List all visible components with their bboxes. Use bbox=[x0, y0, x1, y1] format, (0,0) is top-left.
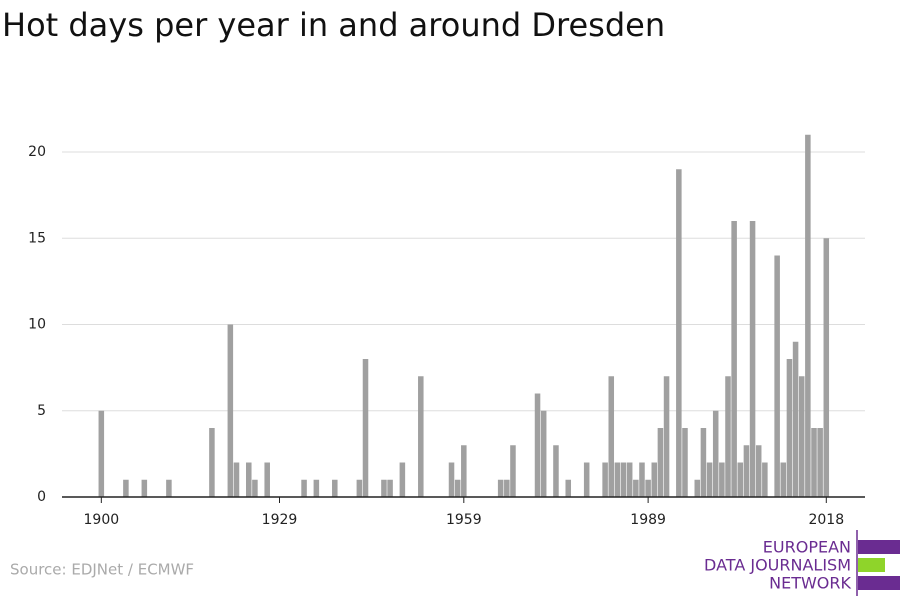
bar bbox=[461, 445, 467, 497]
logo-bar bbox=[858, 558, 885, 572]
bar bbox=[301, 479, 307, 497]
bar bbox=[565, 479, 572, 497]
bar bbox=[780, 462, 787, 497]
logo-text: NETWORK bbox=[769, 574, 851, 593]
bar bbox=[792, 341, 799, 497]
x-tick-label: 1900 bbox=[84, 512, 120, 528]
bar bbox=[504, 479, 510, 497]
logo-bar bbox=[858, 540, 900, 554]
bar bbox=[448, 462, 455, 497]
bar bbox=[313, 479, 320, 497]
bar bbox=[645, 479, 651, 497]
bar bbox=[227, 324, 234, 497]
bar bbox=[712, 410, 719, 497]
x-tick-label: 1929 bbox=[262, 512, 298, 528]
logo-text: EUROPEAN bbox=[763, 538, 851, 557]
bar bbox=[823, 238, 830, 497]
bar bbox=[774, 255, 780, 497]
bar bbox=[233, 462, 240, 497]
bar bbox=[252, 479, 258, 497]
bar bbox=[497, 479, 504, 497]
bar bbox=[798, 376, 805, 497]
bar bbox=[639, 462, 645, 497]
logo-bar bbox=[858, 576, 900, 590]
bar bbox=[608, 376, 615, 497]
bar bbox=[583, 462, 590, 497]
y-tick-label: 5 bbox=[37, 403, 46, 419]
bar bbox=[657, 428, 664, 497]
bar bbox=[399, 462, 406, 497]
bar bbox=[614, 462, 621, 497]
bar bbox=[418, 376, 424, 497]
bar bbox=[663, 376, 670, 497]
bar bbox=[700, 428, 707, 497]
bar bbox=[209, 428, 215, 497]
bar bbox=[676, 169, 682, 497]
bar bbox=[811, 428, 817, 497]
bar bbox=[246, 462, 252, 497]
bar bbox=[749, 221, 756, 497]
bar bbox=[762, 462, 768, 497]
x-tick-label: 1989 bbox=[630, 512, 666, 528]
bar bbox=[356, 479, 363, 497]
bar bbox=[166, 479, 172, 497]
x-tick-label: 2018 bbox=[808, 512, 844, 528]
bar bbox=[98, 410, 105, 497]
bar bbox=[123, 479, 129, 497]
bar bbox=[743, 445, 750, 497]
bar bbox=[651, 462, 658, 497]
bar bbox=[602, 462, 608, 497]
bar bbox=[694, 479, 701, 497]
bar bbox=[633, 479, 639, 497]
bar bbox=[510, 445, 516, 497]
bar bbox=[540, 410, 547, 497]
bar bbox=[731, 221, 737, 497]
y-tick-label: 0 bbox=[37, 489, 46, 505]
y-tick-label: 20 bbox=[28, 144, 46, 160]
bar bbox=[786, 359, 793, 497]
bar bbox=[755, 445, 762, 497]
bar bbox=[141, 479, 148, 497]
y-tick-label: 10 bbox=[28, 317, 46, 333]
bar bbox=[553, 445, 559, 497]
bar bbox=[682, 428, 688, 497]
logo: EUROPEAN DATA JOURNALISM NETWORK bbox=[704, 530, 900, 596]
x-tick-label: 1959 bbox=[446, 512, 482, 528]
bar bbox=[264, 462, 270, 497]
logo-text: DATA JOURNALISM bbox=[704, 556, 851, 575]
bar bbox=[719, 462, 725, 497]
bar bbox=[454, 479, 461, 497]
bar bbox=[706, 462, 713, 497]
bar bbox=[620, 462, 627, 497]
bar bbox=[387, 479, 393, 497]
bar bbox=[534, 393, 541, 497]
bar bbox=[362, 359, 369, 497]
bar bbox=[332, 479, 338, 497]
bar bbox=[737, 462, 744, 497]
bar bbox=[381, 479, 387, 497]
y-tick-label: 15 bbox=[28, 230, 46, 246]
bar bbox=[817, 428, 823, 497]
bar bbox=[725, 376, 731, 497]
chart-title: Hot days per year in and around Dresden bbox=[2, 6, 665, 44]
bar bbox=[805, 134, 811, 497]
source: Source: EDJNet / ECMWF bbox=[10, 561, 194, 579]
bar bbox=[626, 462, 633, 497]
